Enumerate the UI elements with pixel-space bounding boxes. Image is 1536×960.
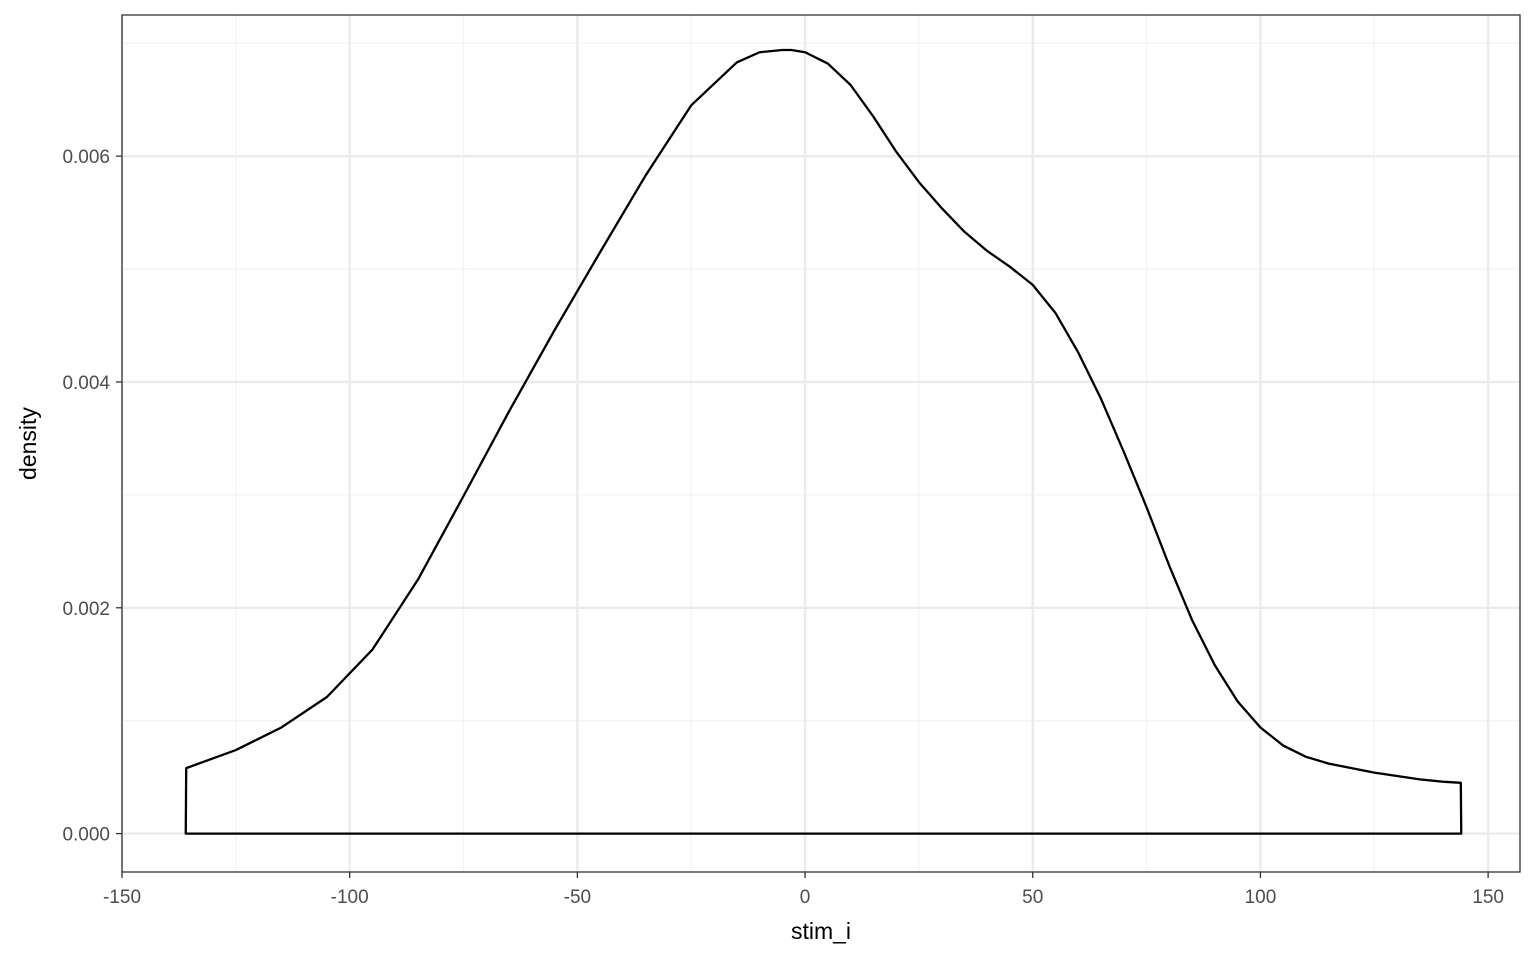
x-tick-label: -100 xyxy=(331,887,369,908)
x-axis-title: stim_i xyxy=(791,918,851,944)
x-tick-label: 0 xyxy=(800,887,811,908)
y-tick-label: 0.002 xyxy=(62,599,110,620)
x-tick-label: 150 xyxy=(1472,887,1504,908)
y-tick-label: 0.004 xyxy=(62,373,110,394)
x-tick-label: 50 xyxy=(1022,887,1043,908)
x-axis: -150 -100 -50 0 50 100 150 xyxy=(103,872,1504,908)
density-curve xyxy=(184,48,1463,835)
density-series xyxy=(184,48,1463,835)
y-tick-label: 0.006 xyxy=(62,147,110,168)
y-axis: 0.000 0.002 0.004 0.006 xyxy=(62,147,122,846)
x-tick-label: -150 xyxy=(103,887,141,908)
x-tick-label: -50 xyxy=(564,887,591,908)
panel-border xyxy=(121,14,1521,873)
y-axis-title: density xyxy=(15,407,41,480)
y-tick-label: 0.000 xyxy=(62,825,110,846)
x-tick-label: 100 xyxy=(1245,887,1277,908)
minor-gridlines xyxy=(122,15,1520,872)
